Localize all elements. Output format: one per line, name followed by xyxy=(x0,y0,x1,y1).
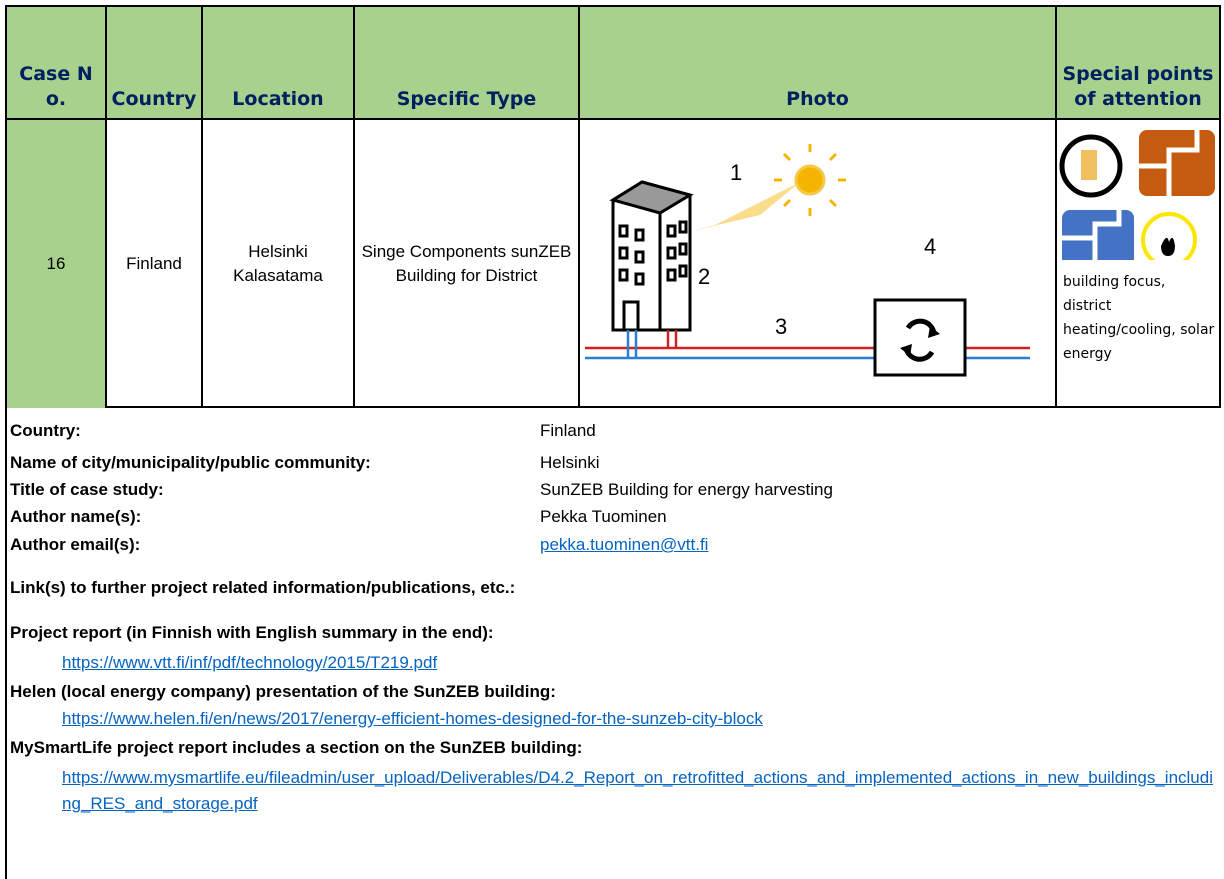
location-cell: Helsinki Kalasatama xyxy=(203,120,355,408)
detail-label: Author name(s): xyxy=(10,507,142,526)
detail-value: Helsinki xyxy=(540,453,600,472)
energy-icon xyxy=(1141,212,1197,260)
detail-label: Country: xyxy=(10,421,81,440)
photo-label: 3 xyxy=(775,314,787,339)
header-cell: Specific Type xyxy=(355,7,580,120)
photo-label: 1 xyxy=(730,160,742,185)
detail-value: SunZEB Building for energy harvesting xyxy=(540,480,833,499)
photo-label: 2 xyxy=(698,264,710,289)
left-border xyxy=(5,5,7,879)
cooling-icon xyxy=(1062,210,1134,260)
header-cell: Country xyxy=(107,7,203,120)
sun xyxy=(774,144,846,216)
link-url[interactable]: https://www.vtt.fi/inf/pdf/technology/20… xyxy=(62,653,438,672)
detail-label: Name of city/municipality/public communi… xyxy=(10,453,371,472)
header-cell: Photo xyxy=(580,7,1057,120)
photo-label: 4 xyxy=(924,234,936,259)
detail-value: Pekka Tuominen xyxy=(540,507,667,526)
detail-label: Title of case study: xyxy=(10,480,164,499)
building xyxy=(609,180,694,332)
link-title: Helen (local energy company) presentatio… xyxy=(10,682,556,701)
header-cell: Case No. xyxy=(7,7,107,120)
special-cell: building focus, district heating/cooling… xyxy=(1057,120,1219,408)
cooling-icon xyxy=(1062,210,1122,260)
building-icon xyxy=(1081,150,1097,180)
header-cell: Special points of attention xyxy=(1057,7,1219,120)
detail-value: Finland xyxy=(540,421,596,440)
header-cell: Location xyxy=(203,7,355,120)
sunbeam xyxy=(688,182,800,232)
photo-cell: 1 2 3 4 xyxy=(580,120,1057,408)
link-url[interactable]: https://www.helen.fi/en/news/2017/energy… xyxy=(62,709,763,728)
cycle-icon xyxy=(900,318,940,362)
link-url[interactable]: https://www.mysmartlife.eu/fileadmin/use… xyxy=(62,768,1213,813)
special-icons xyxy=(1059,130,1215,260)
country-cell: Finland xyxy=(107,120,203,408)
energy-icon xyxy=(1161,237,1175,256)
heat-pump xyxy=(873,298,967,377)
photo-diagram: 1 2 3 4 xyxy=(585,144,1030,377)
type-cell: Singe Components sunZEB Building for Dis… xyxy=(355,120,580,408)
detail-label: Author email(s): xyxy=(10,535,141,554)
link-title: Project report (in Finnish with English … xyxy=(10,623,494,642)
links-heading: Link(s) to further project related infor… xyxy=(10,578,516,597)
heating-icon xyxy=(1139,130,1215,196)
link-title: MySmartLife project report includes a se… xyxy=(10,738,583,757)
special-text: building focus, district heating/cooling… xyxy=(1063,274,1215,362)
email-link[interactable]: pekka.tuominen@vtt.fi xyxy=(540,535,709,554)
case-number: 16 xyxy=(7,120,107,408)
heating-icon xyxy=(1139,130,1200,196)
